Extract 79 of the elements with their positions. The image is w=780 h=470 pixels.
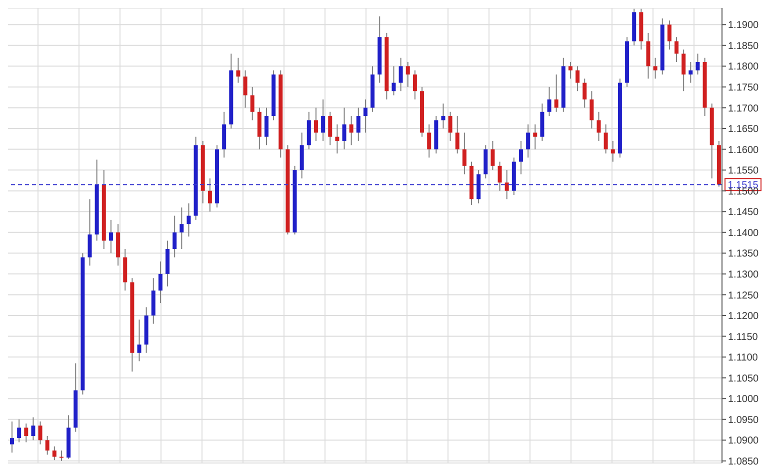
- candlestick: [498, 161, 502, 192]
- y-tick-label: 1.1550: [728, 166, 760, 177]
- candlestick: [674, 36, 679, 63]
- candlestick: [547, 86, 552, 117]
- candlestick: [448, 111, 452, 142]
- candlestick: [682, 49, 686, 92]
- candlestick: [610, 140, 615, 162]
- y-tick-label: 1.1000: [728, 394, 760, 406]
- candlestick: [314, 107, 318, 142]
- candlestick: [38, 420, 42, 445]
- candlestick: [590, 90, 594, 129]
- y-tick-label: 1.1850: [728, 40, 760, 52]
- candlestick: [335, 124, 340, 154]
- y-tick-label: 1.1800: [728, 62, 760, 73]
- candlestick: [356, 107, 360, 142]
- candlestick: [108, 219, 113, 254]
- candlestick: [342, 107, 346, 150]
- y-tick-label: 1.1350: [728, 248, 760, 260]
- y-tick-label: 1.1600: [728, 144, 760, 156]
- candlestick: [568, 62, 572, 80]
- candlestick: [10, 420, 14, 454]
- candlestick: [604, 124, 608, 154]
- y-tick-label: 1.1450: [728, 207, 760, 218]
- candlestick: [243, 70, 248, 108]
- candlestick: [526, 124, 530, 158]
- candlestick: [264, 107, 268, 146]
- candlestick: [398, 57, 403, 92]
- y-tick-label: 1.1200: [728, 311, 760, 322]
- candlestick: [504, 170, 509, 200]
- candlestick: [186, 202, 191, 238]
- candlestick: [236, 57, 240, 84]
- y-tick-label: 1.1650: [728, 124, 760, 136]
- y-tick-label: 1.1900: [728, 20, 760, 32]
- candlestick: [363, 98, 368, 134]
- candlestick: [137, 319, 142, 362]
- candlestick: [441, 103, 446, 129]
- candlestick: [427, 124, 432, 158]
- candlestick: [31, 416, 36, 441]
- candlestick: [349, 116, 354, 146]
- candlestick: [24, 423, 28, 443]
- candlestick: [88, 198, 92, 266]
- candlestick: [17, 418, 22, 443]
- y-tick-label: 1.1300: [728, 269, 760, 280]
- candlestick: [406, 62, 410, 88]
- candlestick: [518, 140, 523, 175]
- y-tick-label: 1.1250: [728, 290, 760, 302]
- y-tick-label: 1.1150: [728, 332, 758, 343]
- y-tick-label: 1.1700: [728, 103, 760, 114]
- candlestick: [596, 111, 601, 142]
- candlestick: [208, 178, 212, 212]
- candlestick: [490, 140, 495, 171]
- candlestick: [667, 20, 672, 50]
- candlestick: [696, 53, 700, 75]
- candlestick: [158, 260, 162, 304]
- candlestick: [455, 116, 460, 154]
- y-tick-label: 1.1750: [728, 82, 760, 94]
- candlestick: [533, 124, 538, 150]
- candlestick: [554, 74, 558, 112]
- candlestick: [172, 215, 177, 258]
- candlestick: [328, 111, 332, 146]
- y-tick-label: 1.1100: [728, 352, 758, 364]
- y-tick-label: 1.0900: [728, 436, 760, 447]
- candlestick: [250, 86, 254, 121]
- candlestick: [462, 132, 466, 175]
- y-tick-label: 1.0950: [728, 414, 760, 426]
- candlestick: [582, 78, 587, 108]
- candlestick: [52, 446, 56, 461]
- candlestick: [392, 66, 396, 96]
- y-tick-label: 1.0850: [728, 456, 760, 468]
- candlestick: [653, 57, 658, 80]
- candlestick: [59, 450, 64, 462]
- candlestick: [321, 98, 326, 142]
- candlestick: [45, 435, 50, 456]
- y-tick-label: 1.1400: [728, 228, 760, 239]
- candlestick: [688, 62, 693, 84]
- candlestick: [576, 66, 580, 92]
- candlestick: [180, 206, 184, 250]
- y-tick-label: 1.1050: [728, 373, 760, 384]
- candlestick: [412, 70, 417, 100]
